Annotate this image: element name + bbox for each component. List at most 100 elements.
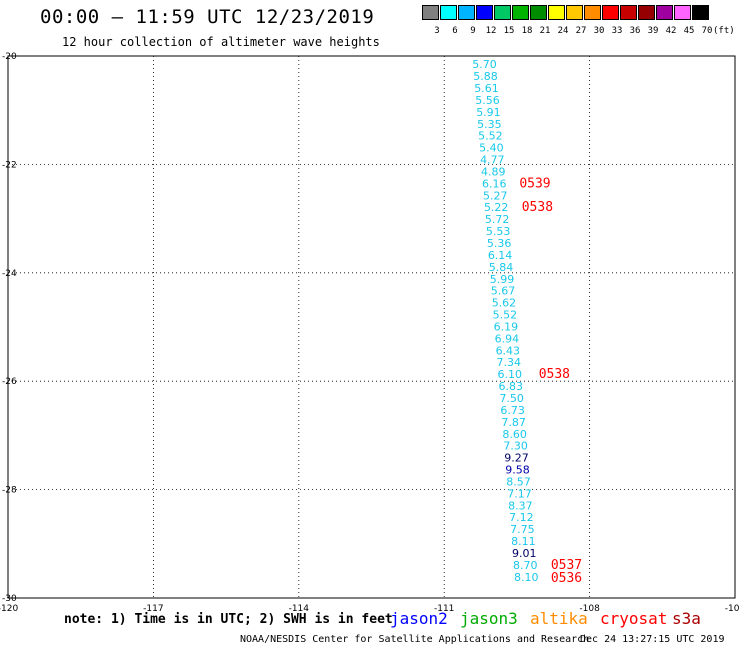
pass-time-label: 0537 [551, 558, 582, 573]
pass-time-label: 0539 [519, 176, 550, 191]
swh-value: 7.30 [503, 440, 528, 453]
swh-value: 7.12 [509, 511, 534, 524]
note-text: note: 1) Time is in UTC; 2) SWH is in fe… [64, 612, 393, 627]
legend-swatch [566, 5, 583, 20]
swh-value: 5.62 [492, 297, 517, 310]
swh-value: 5.99 [490, 273, 515, 286]
swh-value: 5.40 [479, 142, 504, 155]
swh-value: 5.84 [489, 261, 513, 274]
swh-value: 8.60 [502, 428, 527, 441]
swh-value: 9.01 [512, 547, 537, 560]
lon-tick-label: -120 [0, 604, 18, 614]
legend-label: 70 [701, 26, 713, 36]
legend-swatch [530, 5, 547, 20]
swh-value: 6.10 [498, 368, 522, 381]
swh-value: 5.35 [477, 118, 502, 131]
satellite-altika: altika [530, 609, 588, 628]
legend-label: 18 [521, 26, 533, 36]
legend-swatch [548, 5, 565, 20]
legend-swatch [476, 5, 493, 20]
legend-label: 15 [503, 26, 515, 36]
swh-value: 5.56 [475, 94, 500, 107]
swh-value: 6.73 [500, 404, 525, 417]
legend-swatch [674, 5, 691, 20]
swh-value: 9.58 [505, 464, 530, 477]
swh-value: 5.72 [485, 213, 510, 226]
legend-swatch [494, 5, 511, 20]
legend-swatch [638, 5, 655, 20]
pass-time-label: 0538 [539, 367, 570, 382]
swh-value: 8.11 [511, 535, 535, 548]
swh-value: 6.94 [495, 332, 520, 345]
legend-swatch [602, 5, 619, 20]
lon-tick-label: -108 [579, 604, 600, 614]
swh-value: 5.91 [476, 106, 501, 119]
lat-tick-label: -22 [2, 160, 17, 170]
legend-label: 39 [647, 26, 659, 36]
legend-label: 24 [557, 26, 569, 36]
map-frame [7, 55, 736, 599]
legend-swatch [422, 5, 439, 20]
swh-value: 5.67 [491, 285, 516, 298]
satellite-jason2: jason2 [390, 609, 448, 628]
pass-time-label: 0538 [522, 200, 553, 215]
lat-tick-label: -20 [2, 52, 17, 62]
pass-time-label: 0536 [551, 571, 582, 586]
lon-tick-label: -105 [725, 604, 740, 614]
lat-tick-label: -30 [2, 594, 17, 604]
swh-value: 5.27 [483, 189, 508, 202]
lon-tick-label: -114 [289, 604, 310, 614]
satellite-s3a: s3a [672, 609, 701, 628]
legend-label: 42 [665, 26, 677, 36]
swh-value: 5.36 [487, 237, 512, 250]
lat-tick-label: -24 [2, 269, 17, 279]
swh-value: 4.77 [480, 154, 505, 167]
swh-value: 5.61 [474, 82, 499, 95]
swh-value: 6.14 [488, 249, 513, 262]
legend-swatch [458, 5, 475, 20]
lon-tick-label: -111 [434, 604, 454, 614]
page-subtitle: 12 hour collection of altimeter wave hei… [62, 35, 380, 49]
legend-swatch [440, 5, 457, 20]
legend-swatch [656, 5, 673, 20]
swh-value: 7.87 [501, 416, 525, 429]
legend-label: 3 [434, 26, 440, 36]
swh-value: 5.53 [486, 225, 511, 238]
footer-timestamp: Dec 24 13:27:15 UTC 2019 [580, 634, 725, 645]
legend-label: 9 [470, 26, 476, 36]
legend-label: 33 [611, 26, 623, 36]
swh-value: 9.27 [504, 452, 529, 465]
swh-value: 8.57 [506, 475, 530, 488]
legend-label: 36 [629, 26, 641, 36]
swh-value: 6.16 [482, 177, 507, 190]
satellite-cryosat: cryosat [600, 609, 668, 628]
legend-swatch [584, 5, 601, 20]
legend-label: 27 [575, 26, 587, 36]
footer-credit: NOAA/NESDIS Center for Satellite Applica… [240, 634, 590, 645]
swh-value: 7.34 [497, 356, 522, 369]
swh-value: 5.52 [493, 309, 517, 322]
swh-value: 6.43 [496, 344, 521, 357]
legend-label: 12 [485, 26, 497, 36]
swh-value: 5.88 [473, 70, 498, 83]
swh-value: 8.37 [508, 499, 533, 512]
legend-label: 30 [593, 26, 605, 36]
lat-tick-label: -26 [2, 377, 17, 387]
swh-value: 8.10 [514, 571, 539, 584]
page-title: 00:00 – 11:59 UTC 12/23/2019 [40, 6, 375, 28]
swh-value: 7.50 [499, 392, 524, 405]
satellite-jason3: jason3 [460, 609, 518, 628]
legend-label: 6 [452, 26, 458, 36]
lon-tick-label: -117 [143, 604, 163, 614]
legend-swatch [692, 5, 709, 20]
swh-value: 8.70 [513, 559, 538, 572]
swh-value: 5.52 [478, 130, 503, 143]
legend-swatch [512, 5, 529, 20]
swh-value: 6.83 [498, 380, 523, 393]
legend-swatch [620, 5, 637, 20]
swh-value: 5.70 [472, 58, 497, 71]
legend-label: 45 [683, 26, 695, 36]
swh-value: 4.89 [481, 165, 506, 178]
swh-value: 6.19 [494, 320, 519, 333]
